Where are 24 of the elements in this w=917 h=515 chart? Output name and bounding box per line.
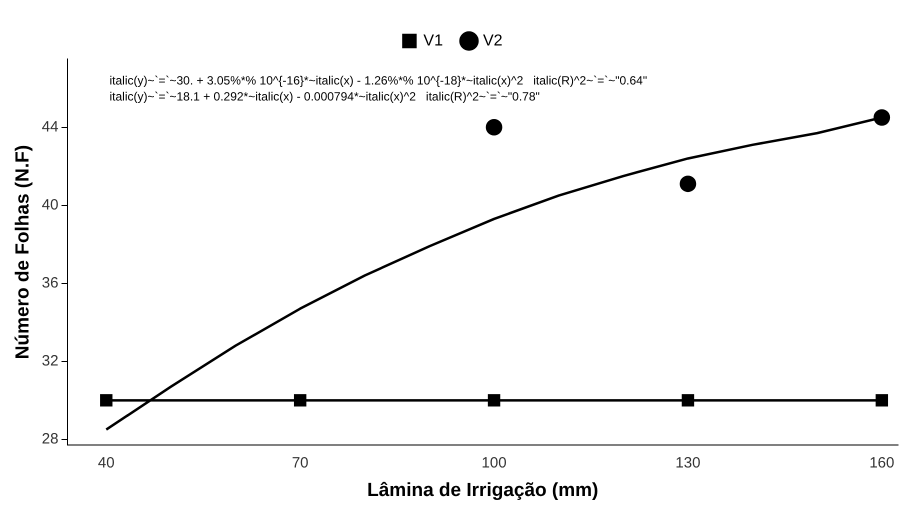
point bbox=[294, 394, 306, 407]
x-axis-title: Lâmina de Irrigação (mm) bbox=[367, 480, 598, 501]
x-tick-label: 100 bbox=[482, 454, 507, 472]
x-tick-label: 70 bbox=[292, 454, 308, 472]
y-tick-label: 44 bbox=[42, 118, 58, 136]
point bbox=[874, 109, 890, 126]
point bbox=[488, 394, 500, 407]
legend-label: V2 bbox=[483, 32, 503, 50]
point bbox=[876, 394, 888, 407]
annotation: italic(y)~`=`~18.1 + 0.292*~italic(x) - 0.000794*~italic(x)^2 italic(R)^2~`=`~"0.78" bbox=[109, 89, 540, 104]
point bbox=[100, 394, 112, 407]
y-tick-label: 28 bbox=[42, 430, 58, 448]
y-tick-label: 36 bbox=[42, 274, 58, 292]
annotation: italic(y)~`=`~30. + 3.05%*% 10^{-16}*~italic(x) - 1.26%*% 10^{-18}*~italic(x)^2 italic(R)^2~`=`~"0.64" bbox=[109, 73, 648, 88]
x-tick-label: 130 bbox=[675, 454, 700, 472]
x-tick-label: 160 bbox=[869, 454, 894, 472]
y-axis-title: Número de Folhas (N.F) bbox=[12, 144, 34, 360]
point bbox=[486, 119, 502, 136]
point bbox=[680, 176, 696, 192]
point bbox=[682, 394, 694, 407]
x-tick-label: 40 bbox=[98, 454, 115, 472]
y-tick-label: 32 bbox=[42, 352, 58, 370]
y-tick-label: 40 bbox=[42, 196, 58, 214]
legend-label: V1 bbox=[423, 32, 444, 50]
